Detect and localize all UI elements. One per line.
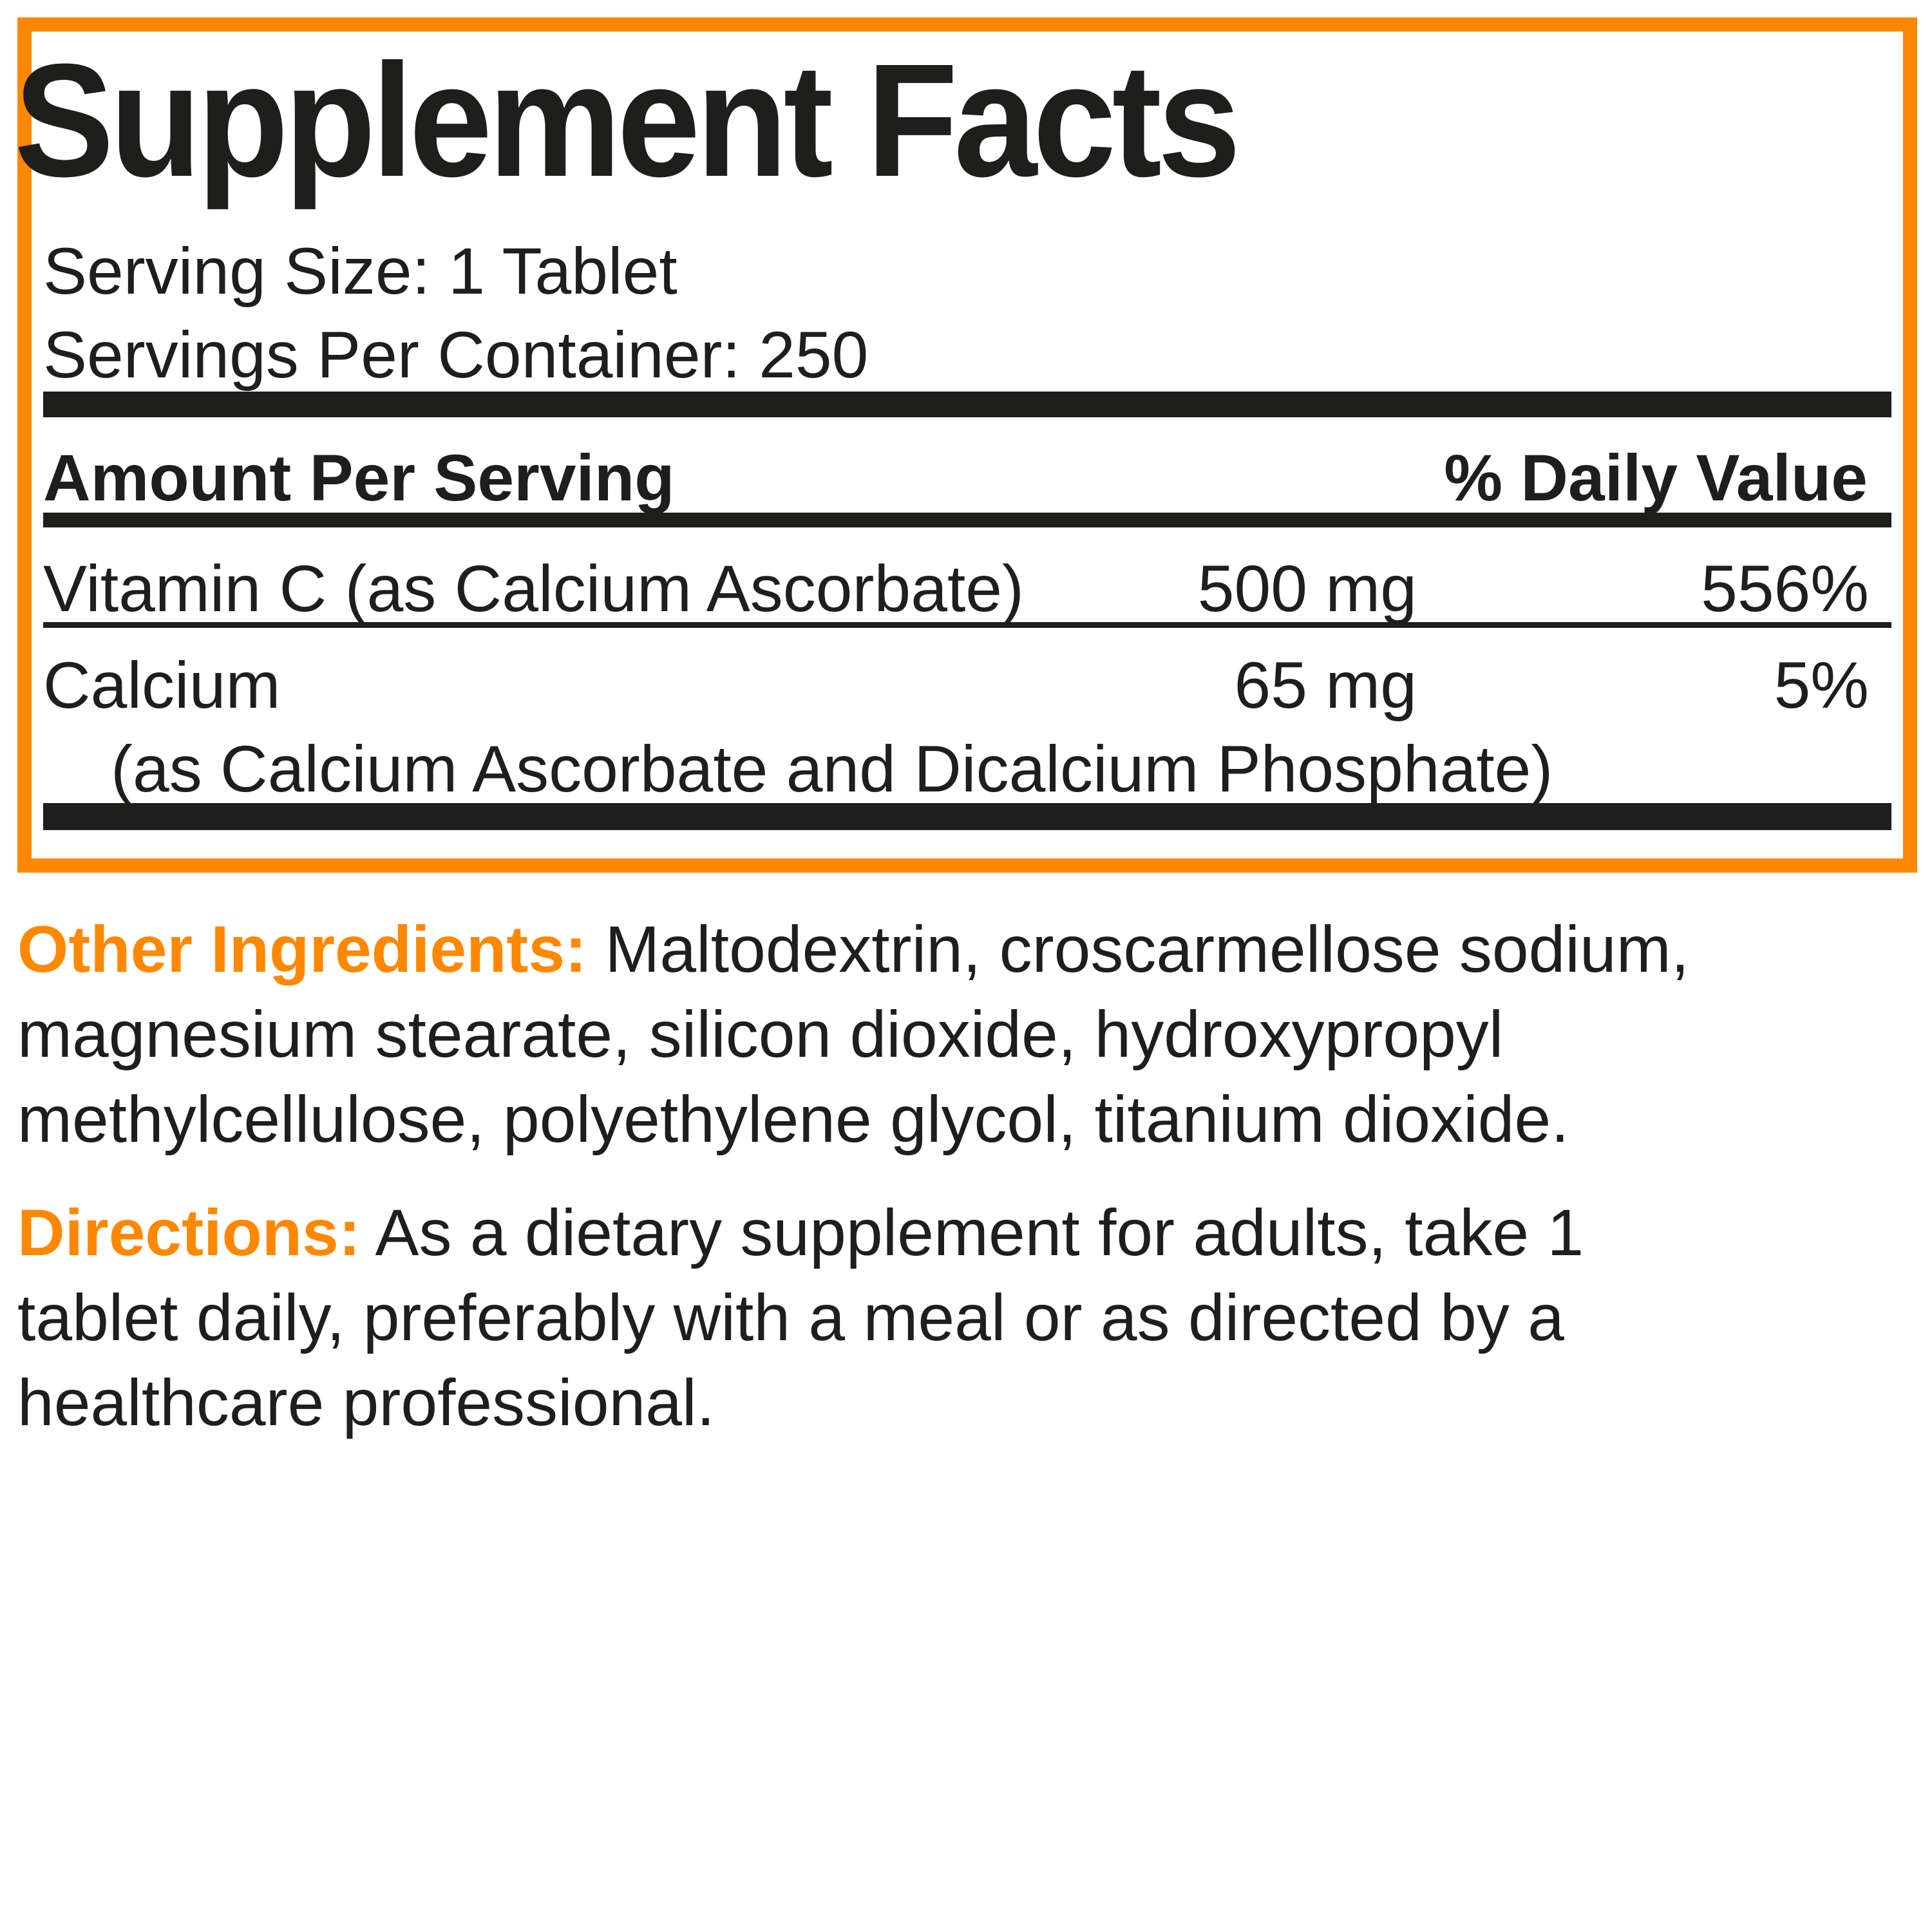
medium-divider [43,513,1891,527]
amount-per-serving-header: Amount Per Serving [43,441,675,515]
other-ingredients: Other Ingredients: Maltodextrin, croscar… [17,907,1689,1162]
nutrient-amount: 500 mg [1197,552,1417,625]
ingredients-line: methylcellulose, polyethylene glycol, ti… [17,1083,1569,1156]
directions-line: As a dietary supplement for adults, take… [360,1196,1584,1269]
thick-divider [43,803,1891,830]
directions-line: healthcare professional. [17,1366,715,1439]
panel-title: Supplement Facts [14,30,1241,210]
ingredients-line: Maltodextrin, croscarmellose sodium, [587,913,1690,986]
supplement-facts-panel [17,17,1917,873]
nutrient-name: Vitamin C (as Calcium Ascorbate) [43,552,1024,625]
ingredients-line: magnesium stearate, silicon dioxide, hyd… [17,998,1504,1071]
serving-size: Serving Size: 1 Tablet [43,234,677,308]
servings-per-container: Servings Per Container: 250 [43,318,869,392]
directions: Directions: As a dietary supplement for … [17,1190,1584,1445]
nutrient-source: (as Calcium Ascorbate and Dicalcium Phos… [111,732,1553,806]
nutrient-amount: 65 mg [1234,649,1417,722]
nutrient-dv: 5% [1774,649,1869,722]
thin-divider [43,622,1891,628]
directions-label: Directions: [17,1196,361,1269]
other-ingredients-label: Other Ingredients: [17,913,587,986]
nutrient-dv: 556% [1701,552,1869,625]
daily-value-header: % Daily Value [1444,441,1868,515]
directions-line: tablet daily, preferably with a meal or … [17,1281,1564,1354]
nutrient-name: Calcium [43,649,281,722]
thick-divider [43,392,1891,417]
